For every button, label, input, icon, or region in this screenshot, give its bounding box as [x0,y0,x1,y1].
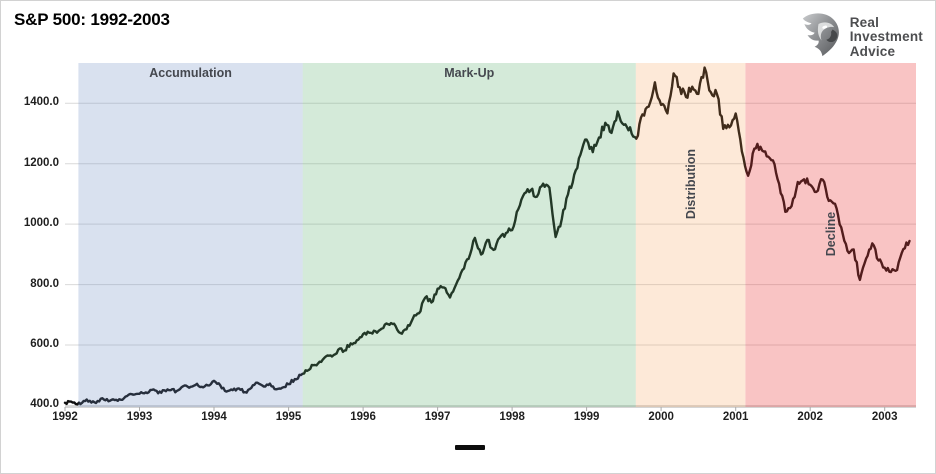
phase-region-mark-up [302,63,636,407]
x-axis-tick-label: 1994 [201,411,227,423]
phase-label-mark-up: Mark-Up [444,66,495,80]
phase-label-decline: Decline [823,211,838,257]
x-axis-tick-label: 1998 [499,411,525,423]
brand-name-line: Advice [849,43,896,59]
page-title: S&P 500: 1992-2003 [14,10,170,29]
y-axis-tick-label: 800.0 [30,277,59,290]
x-axis-tick-label: 2002 [797,411,823,423]
phase-region-accumulation [78,63,303,407]
x-axis-tick-label: 1996 [350,411,376,423]
phase-label-accumulation: Accumulation [149,66,232,80]
x-axis-tick-label: 2001 [722,411,749,423]
brand-logo: Real Investment Advice [795,13,923,62]
phase-region-distribution [635,63,746,407]
y-axis-tick-label: 400.0 [30,398,59,411]
x-axis-tick-label: 2003 [871,411,898,423]
x-axis-tick-label: 1993 [126,411,153,423]
x-axis-tick-label: 1999 [573,411,600,423]
y-axis-tick-label: 1200.0 [23,156,59,169]
x-axis-tick-label: 1995 [275,411,302,423]
x-axis-tick-label: 1992 [52,411,78,423]
x-axis-tick-label: 1997 [424,411,451,423]
brand-name: Real Investment Advice [849,15,923,59]
y-axis-tick-label: 1000.0 [23,217,59,230]
y-axis-tick-label: 1400.0 [23,96,59,109]
eagle-icon [795,13,842,62]
x-axis-tick-label: 2000 [648,411,674,423]
brand-name-line: Real [849,15,880,31]
phase-region-decline [745,63,916,407]
sp500-price-line [63,66,911,406]
y-axis-tick-label: 600.0 [30,338,59,351]
brand-name-line: Investment [849,29,923,45]
legend-line-marker [455,445,485,450]
phase-label-distribution: Distribution [683,149,698,220]
